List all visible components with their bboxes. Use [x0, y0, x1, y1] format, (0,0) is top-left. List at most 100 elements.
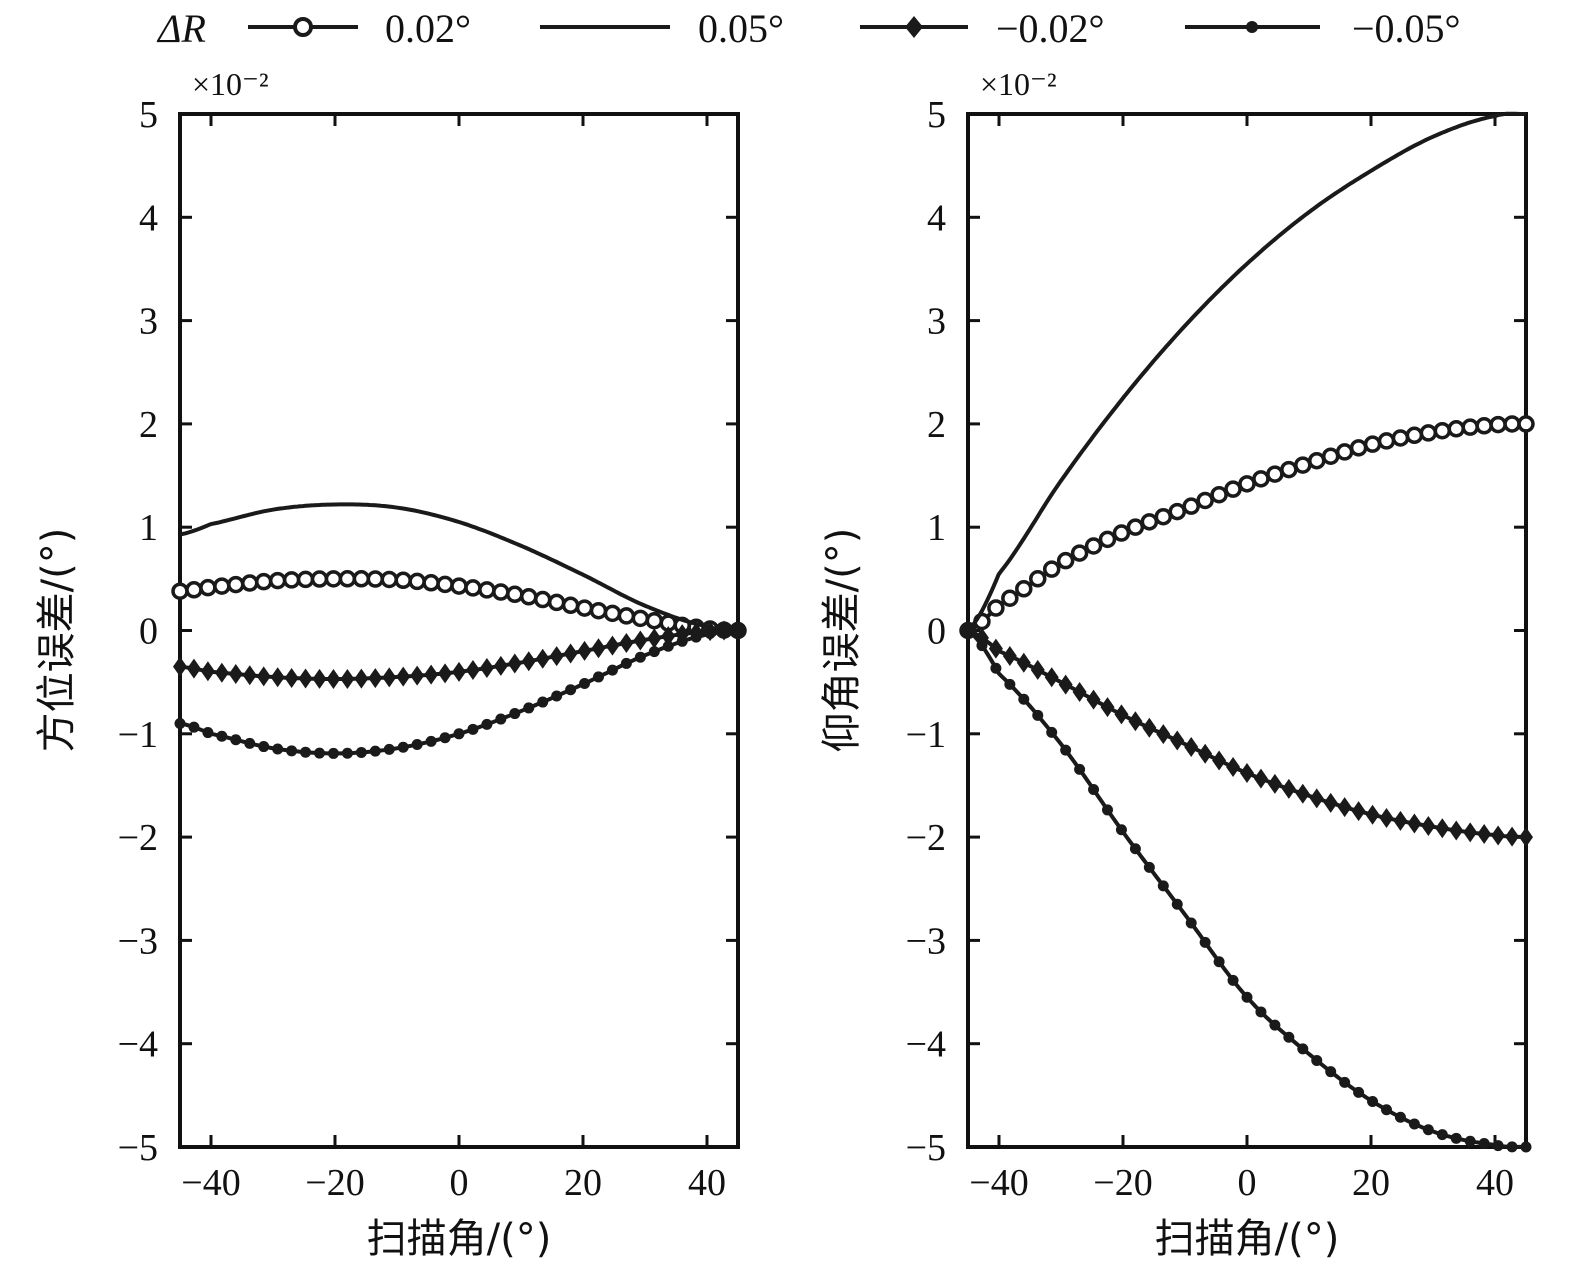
data-point-open-circle	[603, 604, 622, 623]
data-point-open-circle	[1154, 507, 1173, 526]
data-point-open-circle	[617, 607, 636, 625]
data-point-dot	[216, 730, 228, 742]
data-point-dot	[495, 713, 507, 725]
data-point-diamond	[1086, 689, 1101, 710]
data-point-open-circle	[1503, 415, 1521, 433]
legend-entry-0-05: 0.05°	[540, 6, 784, 51]
data-point-open-circle	[464, 579, 482, 597]
series-line	[967, 421, 1526, 633]
data-point-dot	[1032, 709, 1044, 721]
data-point-diamond	[1267, 773, 1282, 794]
y-tick-label: 0	[927, 611, 946, 653]
x-tick-label: 40	[1476, 1162, 1514, 1204]
data-point-diamond	[1407, 813, 1422, 834]
data-point-dot	[286, 745, 298, 757]
series-none	[966, 111, 1526, 632]
data-point-dot	[1492, 1140, 1504, 1152]
data-point-diamond	[493, 655, 508, 676]
data-point-open-circle	[282, 571, 301, 589]
data-point-dot	[1394, 1111, 1406, 1123]
data-point-diamond	[326, 669, 341, 690]
data-point-dot	[593, 671, 604, 683]
data-point-diamond	[549, 646, 564, 667]
data-point-diamond	[1337, 797, 1352, 818]
x-tick-label: −40	[181, 1162, 240, 1204]
data-point-dot	[1046, 726, 1058, 738]
legend-diamond-marker	[905, 16, 923, 38]
x-tick-label: 40	[688, 1162, 726, 1204]
data-point-diamond	[1100, 697, 1115, 718]
elevation-error-chart: ×10⁻² −40 −20 0 20 40 5 4 3 2 1 0 −1 −2 −3 −4 −5 仰角误差/(…	[819, 66, 1535, 1262]
data-point-open-circle	[1433, 421, 1452, 440]
x-tick-label: −20	[305, 1162, 364, 1204]
data-point-open-circle	[352, 570, 371, 588]
series-open-circle	[171, 570, 747, 640]
data-point-dot	[341, 747, 353, 759]
data-point-diamond	[1463, 822, 1478, 843]
legend-open-circle-marker	[293, 17, 313, 37]
data-point-dot	[188, 721, 200, 733]
data-point-diamond	[284, 667, 299, 688]
data-point-open-circle	[199, 578, 217, 597]
data-point-diamond	[340, 668, 355, 689]
data-point-diamond	[521, 651, 536, 672]
y-tick-label: −1	[118, 714, 158, 756]
axis-ticks	[180, 112, 738, 1149]
legend-entry-0-02: 0.02°	[248, 6, 471, 51]
data-point-diamond	[1253, 768, 1268, 789]
data-point-diamond	[563, 643, 578, 664]
data-point-dot	[1450, 1132, 1462, 1144]
data-point-diamond	[1030, 659, 1045, 680]
y-exponent-label: ×10⁻²	[192, 66, 269, 102]
data-point-diamond	[465, 660, 480, 681]
data-point-dot	[1283, 1031, 1295, 1043]
y-tick-label: 0	[139, 611, 158, 653]
data-point-open-circle	[1489, 415, 1507, 434]
data-point-diamond	[1379, 808, 1394, 829]
data-point-diamond	[1002, 645, 1017, 666]
data-point-open-circle	[1363, 435, 1382, 453]
data-point-diamond	[1477, 824, 1492, 845]
y-tick-label: −1	[906, 714, 946, 756]
data-point-open-circle	[1196, 491, 1214, 510]
data-point-open-circle	[1391, 429, 1410, 447]
data-point-open-circle	[324, 570, 343, 588]
data-point-diamond	[1449, 820, 1464, 841]
data-point-open-circle	[213, 577, 231, 595]
data-point-diamond	[988, 638, 1003, 659]
data-point-dot	[1241, 991, 1253, 1003]
data-point-open-circle	[171, 582, 189, 600]
data-point-open-circle	[394, 571, 412, 590]
data-point-diamond	[1170, 730, 1185, 751]
data-point-open-circle	[268, 571, 287, 590]
data-point-diamond	[1212, 750, 1227, 771]
data-point-dot	[662, 640, 674, 652]
data-point-diamond	[591, 638, 606, 659]
data-point-open-circle	[366, 570, 385, 588]
data-point-open-circle	[1517, 415, 1535, 433]
data-point-open-circle	[296, 570, 315, 589]
data-point-diamond	[354, 668, 369, 689]
data-point-open-circle	[408, 572, 426, 591]
series-open-circle	[959, 415, 1535, 640]
legend: ΔR 0.02° 0.05° −0.02° −0.05°	[156, 6, 1461, 51]
data-point-dot	[1325, 1066, 1337, 1078]
data-point-dot	[1129, 843, 1141, 855]
data-point-open-circle	[547, 593, 566, 612]
data-point-diamond	[452, 661, 466, 682]
data-point-open-circle	[1238, 475, 1256, 493]
data-point-dot	[1143, 861, 1155, 873]
data-point-open-circle	[254, 572, 273, 591]
data-point-diamond	[228, 664, 243, 685]
y-tick-label: 5	[139, 94, 158, 136]
data-point-dot	[481, 718, 493, 730]
y-tick-label: −5	[906, 1127, 946, 1169]
legend-dot-marker	[1246, 21, 1258, 33]
data-point-diamond	[1365, 804, 1380, 825]
data-point-open-circle	[422, 574, 440, 592]
data-point-dot	[397, 741, 409, 753]
data-point-dot	[1311, 1054, 1323, 1066]
data-point-dot	[1269, 1019, 1281, 1031]
data-point-diamond	[173, 656, 187, 677]
series-dot	[174, 625, 744, 759]
